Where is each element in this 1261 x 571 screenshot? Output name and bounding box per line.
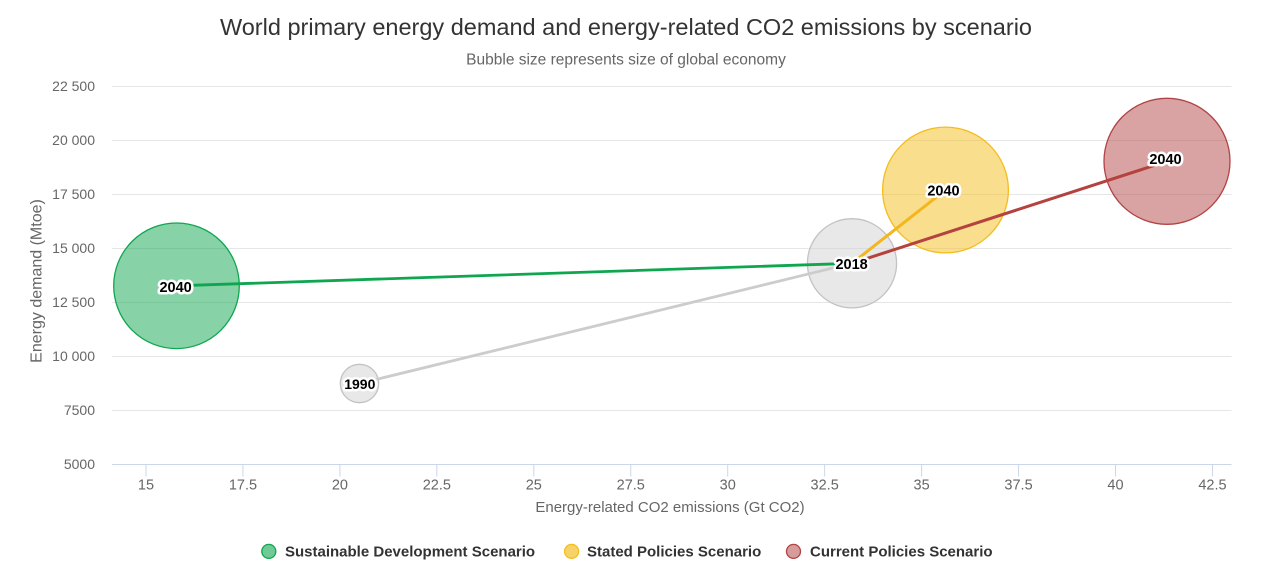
svg-text:30: 30 [720,478,736,494]
svg-text:17.5: 17.5 [229,478,257,494]
svg-text:10 000: 10 000 [52,348,95,364]
svg-text:Energy-related CO2 emissions (: Energy-related CO2 emissions (Gt CO2) [535,499,804,516]
svg-text:15: 15 [138,478,154,494]
svg-text:20: 20 [332,478,348,494]
svg-text:2040: 2040 [1149,152,1181,168]
svg-text:5000: 5000 [64,456,95,472]
svg-text:35: 35 [914,478,930,494]
svg-text:15 000: 15 000 [52,240,95,256]
svg-text:Bubble size represents size of: Bubble size represents size of global ec… [466,51,786,68]
svg-text:Stated Policies Scenario: Stated Policies Scenario [587,544,761,561]
svg-text:32.5: 32.5 [811,478,839,494]
svg-text:40: 40 [1107,478,1123,494]
svg-text:World primary energy demand an: World primary energy demand and energy-r… [220,14,1032,40]
svg-text:2018: 2018 [835,257,867,273]
svg-text:Current Policies Scenario: Current Policies Scenario [810,544,993,561]
svg-text:22 500: 22 500 [52,78,95,94]
svg-text:1990: 1990 [344,376,375,392]
svg-text:2040: 2040 [927,184,959,200]
svg-text:Energy demand (Mtoe): Energy demand (Mtoe) [29,199,46,363]
svg-text:42.5: 42.5 [1198,478,1226,494]
svg-text:2040: 2040 [159,280,191,296]
svg-text:Sustainable Development Scenar: Sustainable Development Scenario [285,544,535,561]
svg-text:12 500: 12 500 [52,294,95,310]
svg-text:17 500: 17 500 [52,186,95,202]
svg-text:7500: 7500 [64,402,95,418]
svg-text:27.5: 27.5 [617,478,645,494]
svg-text:22.5: 22.5 [423,478,451,494]
svg-text:25: 25 [526,478,542,494]
svg-text:20 000: 20 000 [52,132,95,148]
svg-text:37.5: 37.5 [1004,478,1032,494]
